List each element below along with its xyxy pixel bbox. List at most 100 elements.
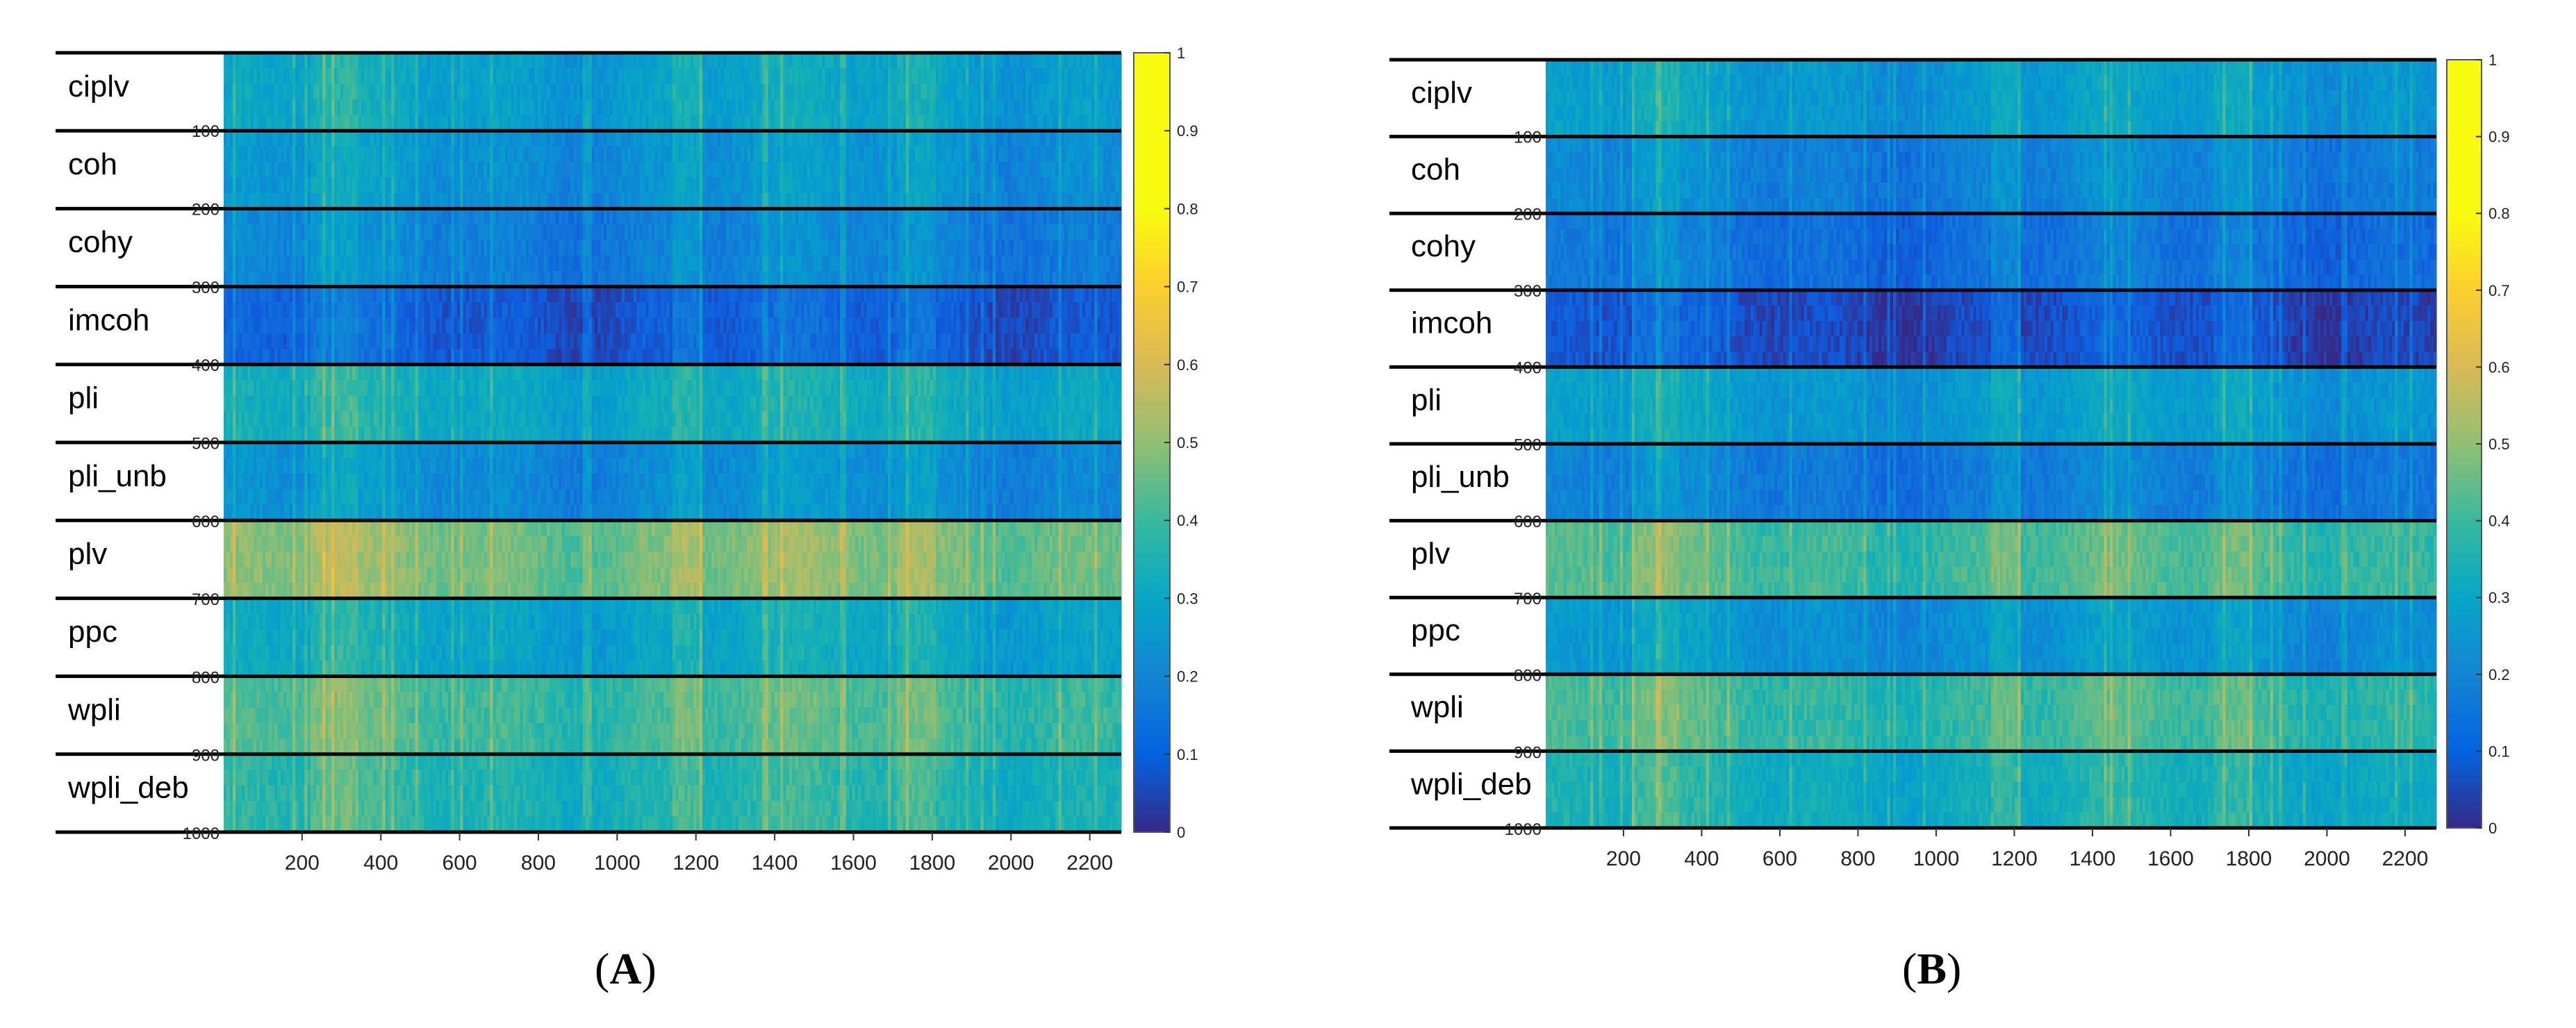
heatmap-cell: [709, 302, 712, 318]
heatmap-cell: [981, 68, 984, 84]
heatmap-cell: [1067, 147, 1071, 163]
heatmap-cell: [340, 271, 344, 287]
heatmap-cell: [735, 162, 738, 178]
heatmap-cell: [475, 53, 479, 69]
heatmap-cell: [855, 178, 859, 194]
heatmap-cell: [810, 99, 814, 115]
heatmap-cell: [292, 178, 296, 194]
heatmap-cell: [1064, 193, 1068, 209]
heatmap-cell: [1028, 84, 1032, 100]
heatmap-cell: [640, 208, 643, 224]
heatmap-cell: [873, 287, 877, 303]
heatmap-cell: [990, 287, 993, 303]
heatmap-cell: [1067, 271, 1071, 287]
heatmap-cell: [340, 53, 344, 69]
heatmap-cell: [691, 131, 694, 147]
heatmap-cell: [900, 53, 903, 69]
heatmap-cell: [1050, 240, 1053, 256]
heatmap-cell: [771, 115, 775, 131]
heatmap-cell: [900, 178, 903, 194]
heatmap-cell: [618, 115, 622, 131]
heatmap-cell: [795, 193, 799, 209]
heatmap-cell: [311, 271, 314, 287]
heatmap-cell: [1080, 68, 1083, 84]
heatmap-cell: [645, 115, 649, 131]
heatmap-cell: [331, 193, 335, 209]
heatmap-cell: [233, 131, 236, 147]
heatmap-cell: [481, 287, 484, 303]
heatmap-cell: [421, 256, 424, 272]
heatmap-cell: [702, 302, 706, 318]
heatmap-cell: [586, 53, 589, 69]
heatmap-cell: [1016, 162, 1020, 178]
heatmap-cell: [532, 84, 536, 100]
heatmap-cell: [957, 147, 960, 163]
heatmap-cell: [748, 53, 751, 69]
heatmap-cell: [226, 287, 230, 303]
heatmap-cell: [744, 287, 748, 303]
heatmap-cell: [768, 68, 772, 84]
heatmap-cell: [421, 302, 424, 318]
heatmap-cell: [634, 147, 637, 163]
heatmap-cell: [370, 162, 374, 178]
heatmap-cell: [649, 208, 652, 224]
heatmap-cell: [714, 84, 718, 100]
heatmap-cell: [577, 302, 580, 318]
heatmap-cell: [400, 68, 404, 84]
heatmap-cell: [547, 162, 550, 178]
heatmap-cell: [526, 84, 529, 100]
heatmap-cell: [391, 240, 395, 256]
heatmap-cell: [556, 178, 559, 194]
heatmap-cell: [652, 115, 655, 131]
heatmap-cell: [625, 178, 628, 194]
heatmap-cell: [709, 240, 712, 256]
heatmap-cell: [472, 84, 475, 100]
heatmap-cell: [1050, 99, 1053, 115]
heatmap-cell: [347, 302, 350, 318]
heatmap-cell: [394, 208, 397, 224]
heatmap-cell: [409, 271, 413, 287]
heatmap-cell: [795, 178, 799, 194]
heatmap-cell: [1082, 99, 1086, 115]
heatmap-cell: [412, 68, 415, 84]
heatmap-cell: [810, 178, 814, 194]
heatmap-cell: [1106, 287, 1109, 303]
heatmap-cell: [1076, 131, 1080, 147]
heatmap-cell: [338, 162, 341, 178]
heatmap-cell: [511, 53, 514, 69]
heatmap-cell: [526, 115, 529, 131]
heatmap-cell: [352, 99, 356, 115]
heatmap-cell: [1094, 287, 1098, 303]
heatmap-cell: [682, 99, 685, 115]
heatmap-cell: [657, 240, 661, 256]
heatmap-cell: [586, 271, 589, 287]
heatmap-cell: [386, 302, 389, 318]
heatmap-cell: [391, 224, 395, 240]
heatmap-cell: [427, 68, 431, 84]
heatmap-cell: [302, 193, 305, 209]
heatmap-cell: [442, 131, 445, 147]
heatmap-cell: [766, 302, 769, 318]
heatmap-cell: [1007, 256, 1011, 272]
heatmap-cell: [505, 131, 509, 147]
heatmap-cell: [433, 131, 436, 147]
heatmap-cell: [675, 131, 679, 147]
heatmap-cell: [771, 162, 775, 178]
heatmap-cell: [1073, 193, 1077, 209]
heatmap-cell: [1046, 68, 1050, 84]
heatmap-cell: [610, 131, 613, 147]
heatmap-cell: [493, 84, 497, 100]
heatmap-cell: [481, 208, 484, 224]
heatmap-cell: [691, 240, 694, 256]
heatmap-cell: [795, 99, 799, 115]
heatmap-cell: [861, 224, 864, 240]
heatmap-cell: [968, 224, 972, 240]
heatmap-cell: [281, 208, 284, 224]
heatmap-cell: [370, 208, 374, 224]
heatmap-cell: [583, 208, 586, 224]
heatmap-cell: [329, 68, 332, 84]
heatmap-cell: [352, 240, 356, 256]
heatmap-cell: [924, 271, 927, 287]
heatmap-cell: [672, 147, 676, 163]
heatmap-cell: [873, 271, 877, 287]
